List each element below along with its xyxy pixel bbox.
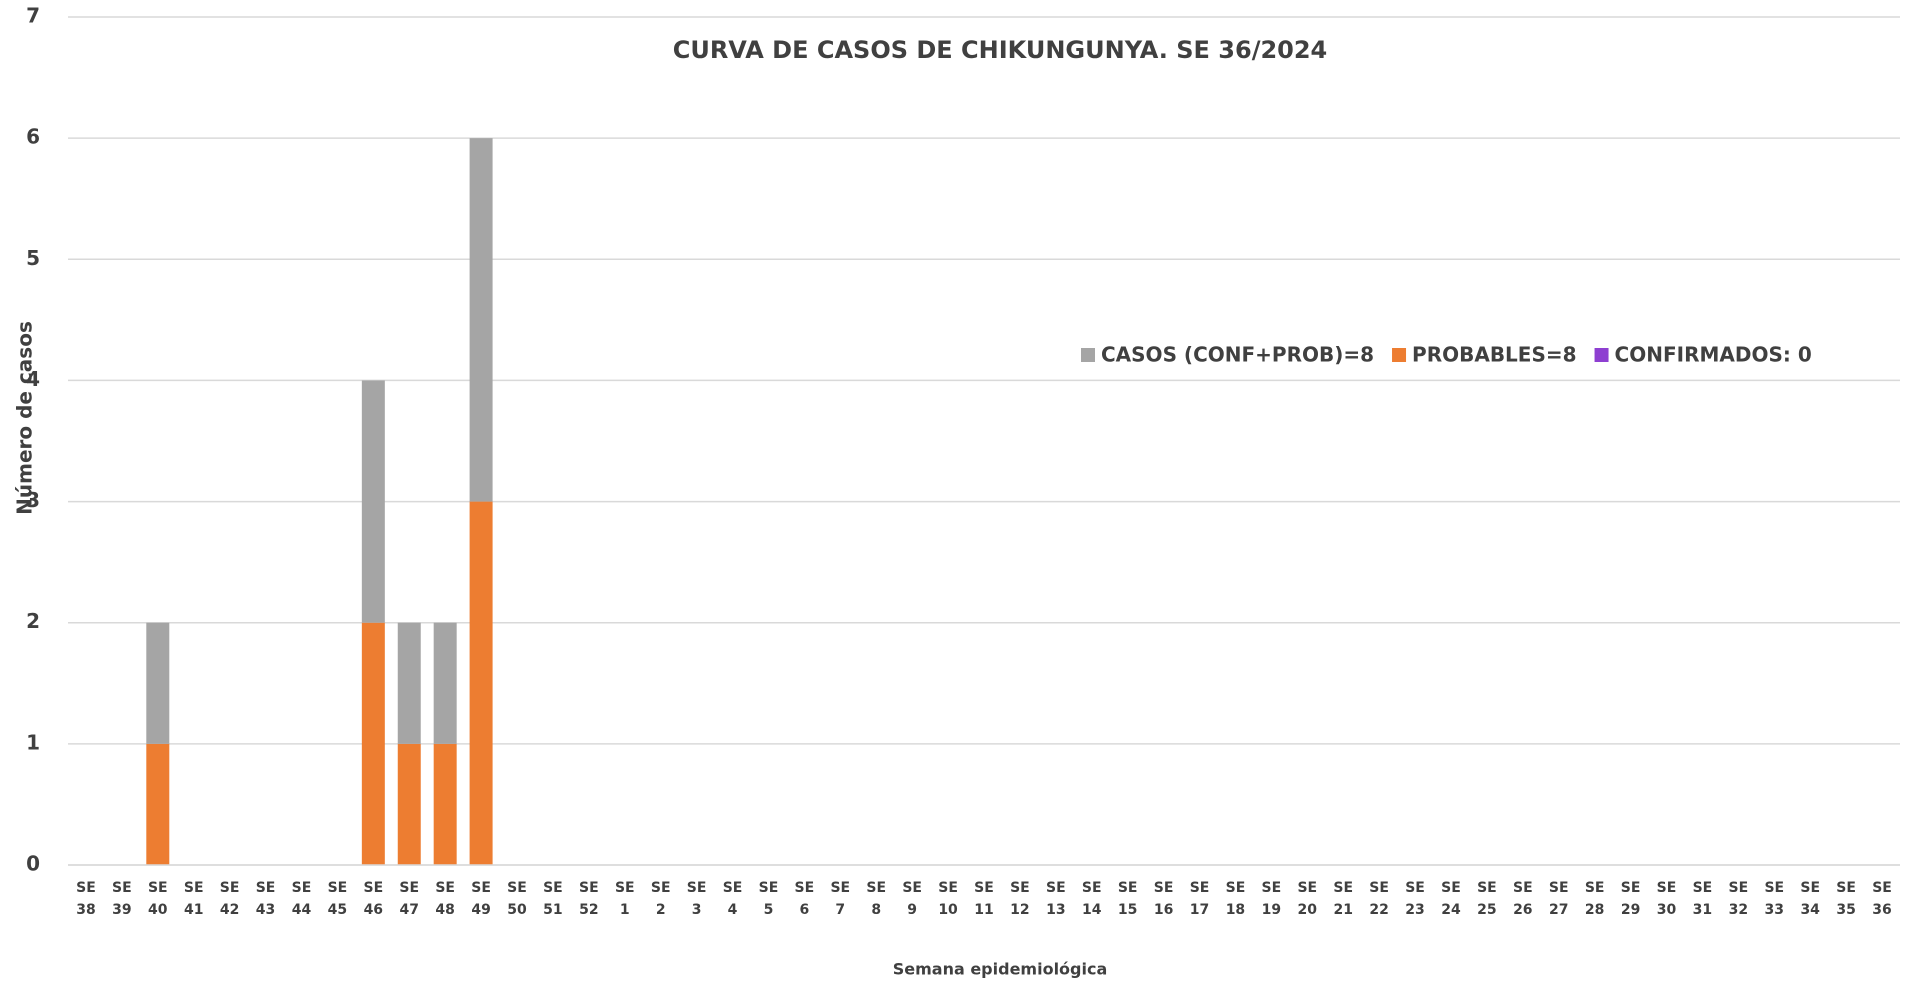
- x-tick-label: SE 41: [183, 880, 204, 918]
- y-axis-title: Número de casos: [13, 321, 37, 515]
- x-tick-label: SE 32: [1728, 880, 1749, 918]
- legend-swatch: [1594, 348, 1609, 362]
- x-tick-label: SE 49: [471, 880, 491, 918]
- x-tick-label: SE 30: [1656, 880, 1677, 918]
- bar-segment: [146, 622, 170, 744]
- x-tick-label: SE 13: [1046, 880, 1066, 918]
- x-tick-label: SE 2: [650, 880, 671, 918]
- x-tick-label: SE 7: [830, 880, 851, 918]
- y-tick-label: 5: [26, 246, 40, 270]
- x-tick-label: SE 18: [1225, 880, 1246, 918]
- bar-segment: [361, 380, 385, 623]
- x-tick-label: SE 28: [1584, 880, 1605, 918]
- x-tick-label: SE 46: [363, 880, 384, 918]
- x-tick-label: SE 34: [1800, 880, 1821, 918]
- legend-label: CASOS (CONF+PROB)=8: [1101, 343, 1374, 367]
- x-tick-label: SE 38: [76, 880, 96, 918]
- x-tick-label: SE 16: [1153, 880, 1174, 918]
- x-tick-label: SE 52: [579, 880, 599, 918]
- y-tick-label: 2: [26, 609, 40, 633]
- x-tick-label: SE 14: [1081, 880, 1102, 918]
- x-tick-label: SE 19: [1261, 880, 1282, 918]
- x-tick-label: SE 36: [1872, 880, 1892, 918]
- x-tick-label: SE 50: [507, 880, 527, 918]
- x-tick-label: SE 39: [112, 880, 132, 918]
- y-tick-label: 3: [26, 488, 40, 512]
- x-tick-label: SE 43: [255, 880, 276, 918]
- x-tick-label: SE 8: [866, 880, 887, 918]
- x-tick-label: SE 45: [327, 880, 348, 918]
- bar-segment: [433, 743, 457, 865]
- x-tick-label: SE 51: [543, 880, 563, 918]
- x-tick-label: SE 17: [1189, 880, 1210, 918]
- x-axis-title: Semana epidemiológica: [893, 960, 1108, 979]
- x-tick-label: SE 20: [1297, 880, 1318, 918]
- bar-segment: [433, 622, 457, 744]
- x-tick-label: SE 11: [974, 880, 994, 918]
- bar-segment: [397, 622, 421, 744]
- y-tick-label: 7: [26, 4, 40, 28]
- bar-segment: [397, 743, 421, 865]
- x-tick-label: SE 21: [1333, 880, 1354, 918]
- x-tick-label: SE 33: [1764, 880, 1785, 918]
- x-tick-label: SE 25: [1477, 880, 1497, 918]
- x-tick-label: SE 15: [1117, 880, 1138, 918]
- x-tick-label: SE 22: [1369, 880, 1389, 918]
- bar-segment: [146, 743, 170, 865]
- x-tick-label: SE 6: [794, 880, 815, 918]
- y-tick-label: 1: [26, 730, 40, 754]
- x-tick-label: SE 1: [614, 880, 635, 918]
- legend-swatch: [1392, 348, 1407, 362]
- x-tick-label: SE 47: [399, 880, 420, 918]
- x-tick-label: SE 42: [219, 880, 240, 918]
- x-tick-label: SE 4: [722, 880, 743, 918]
- x-tick-label: SE 44: [291, 880, 312, 918]
- legend-label: CONFIRMADOS: 0: [1615, 343, 1812, 367]
- y-tick-label: 6: [26, 125, 40, 149]
- x-tick-label: SE 27: [1548, 880, 1569, 918]
- x-tick-label: SE 10: [938, 880, 958, 918]
- x-tick-label: SE 23: [1405, 880, 1425, 918]
- chart-title: CURVA DE CASOS DE CHIKUNGUNYA. SE 36/202…: [673, 36, 1328, 64]
- legend-swatch: [1081, 348, 1095, 362]
- x-tick-label: SE 31: [1692, 880, 1713, 918]
- x-tick-label: SE 5: [758, 880, 779, 918]
- x-tick-label: SE 24: [1441, 880, 1461, 918]
- x-tick-label: SE 48: [435, 880, 455, 918]
- y-tick-label: 4: [26, 367, 40, 391]
- y-tick-label: 0: [26, 852, 40, 876]
- x-tick-label: SE 35: [1836, 880, 1856, 918]
- x-tick-label: SE 3: [686, 880, 707, 918]
- bar-segment: [361, 622, 385, 865]
- x-tick-label: SE 9: [902, 880, 922, 918]
- x-tick-label: SE 40: [147, 880, 168, 918]
- legend-label: PROBABLES=8: [1412, 343, 1577, 367]
- x-tick-label: SE 29: [1620, 880, 1641, 918]
- x-tick-label: SE 26: [1512, 880, 1533, 918]
- x-tick-label: SE 12: [1010, 880, 1030, 918]
- bar-segment: [469, 501, 493, 865]
- bar-segment: [469, 138, 493, 502]
